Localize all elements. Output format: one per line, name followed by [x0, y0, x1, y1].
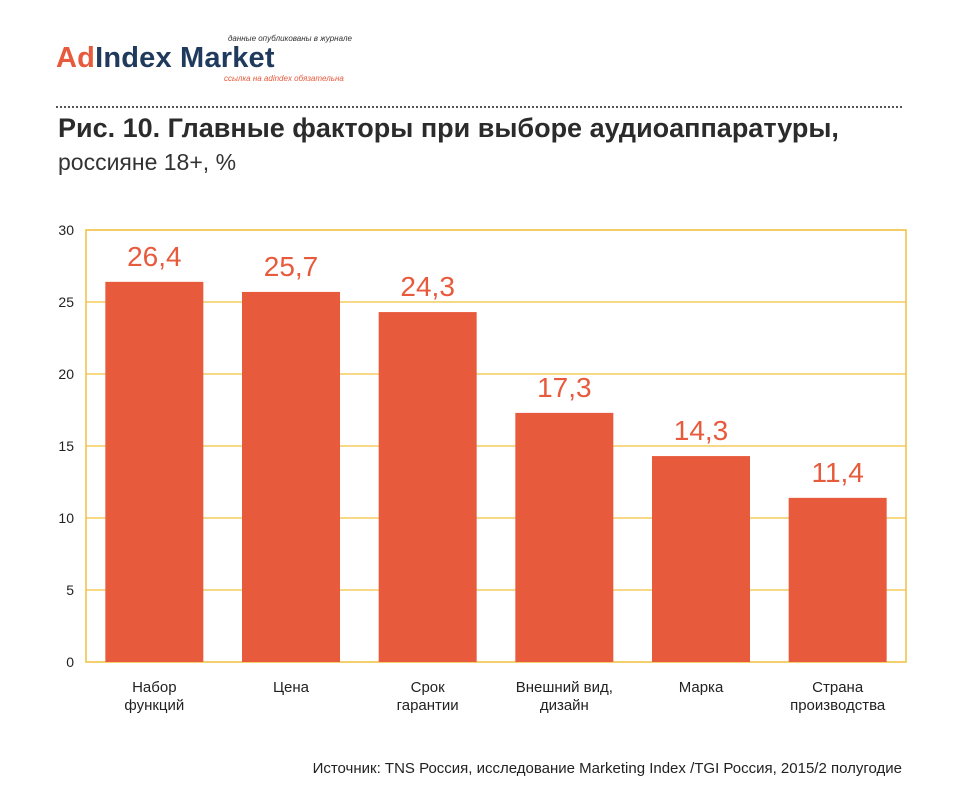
x-category-label: функций [124, 697, 184, 714]
y-tick-label: 0 [66, 654, 74, 670]
x-category-label: Внешний вид, [516, 679, 613, 696]
logo-top-note: данные опубликованы в журнале [228, 34, 352, 43]
x-category-label: Марка [679, 679, 724, 696]
logo-brand-rest: Index Market [95, 42, 275, 74]
plot-frame [85, 229, 907, 663]
chart-title: Рис. 10. Главные факторы при выборе ауди… [58, 113, 839, 143]
x-category-label: Срок [411, 679, 446, 696]
bar-value-label: 25,7 [264, 251, 319, 282]
y-tick-label: 10 [58, 510, 74, 526]
bar [652, 456, 750, 662]
bar-value-label: 26,4 [127, 241, 182, 272]
logo-wordmark: AdIndex Market [56, 42, 275, 75]
y-tick-label: 25 [58, 294, 74, 310]
bar-value-label: 17,3 [537, 372, 592, 403]
y-tick-label: 5 [66, 582, 74, 598]
x-category-label: производства [790, 697, 886, 714]
bar-value-label: 11,4 [811, 457, 863, 488]
source-note: Источник: TNS Россия, исследование Marke… [312, 760, 902, 777]
dotted-divider [56, 106, 902, 108]
x-category-label: Страна [812, 679, 864, 696]
bar-value-label: 24,3 [400, 271, 455, 302]
x-category-label: дизайн [540, 697, 589, 714]
logo-brand-ad: Ad [56, 42, 96, 74]
logo-bottom-note: ссылка на adindex обязательна [224, 74, 344, 83]
bar [105, 281, 204, 662]
y-tick-label: 15 [58, 438, 74, 454]
x-category-label: Цена [273, 679, 310, 696]
bar-value-label: 14,3 [674, 415, 729, 446]
adindex-logo: данные опубликованы в журнале AdIndex Ma… [56, 34, 352, 94]
x-category-label: Набор [132, 679, 176, 696]
bar [515, 412, 614, 662]
y-tick-label: 20 [58, 366, 74, 382]
bar [378, 312, 477, 662]
chart-subtitle: россияне 18+, % [58, 149, 237, 175]
bar [788, 497, 887, 662]
y-tick-label: 30 [58, 222, 74, 238]
bar [242, 291, 340, 662]
x-category-label: гарантии [397, 697, 459, 714]
